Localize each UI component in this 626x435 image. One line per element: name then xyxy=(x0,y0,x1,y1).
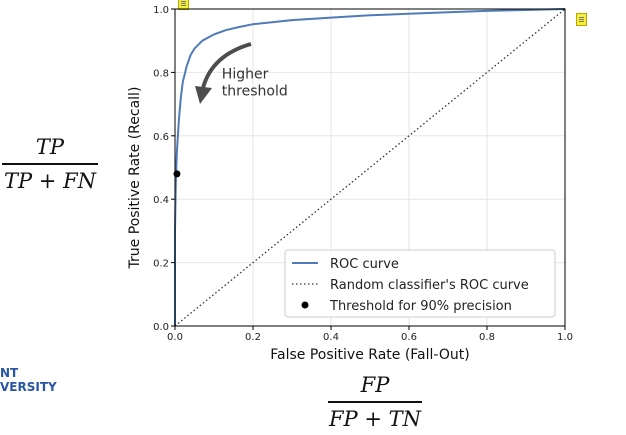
annotation-arrow xyxy=(201,42,252,89)
legend-label: Random classifier's ROC curve xyxy=(330,278,529,293)
logo-line-1: NT xyxy=(0,366,19,380)
tpr-formula: TP TP + FN xyxy=(2,134,98,194)
fpr-fraction-bar xyxy=(328,401,422,403)
annotation-text: Higher xyxy=(222,67,269,83)
logo-line-2: VERSITY xyxy=(0,380,57,394)
y-tick-label: 0.4 xyxy=(153,195,169,206)
legend-label: ROC curve xyxy=(330,257,399,272)
y-axis-label: True Positive Rate (Recall) xyxy=(127,87,143,270)
roc-curve-line xyxy=(174,8,566,326)
y-tick-label: 0.0 xyxy=(153,322,169,333)
legend-box xyxy=(284,249,556,318)
legend: ROC curve Random classifier's ROC curve Th… xyxy=(284,249,556,318)
series-layer xyxy=(174,8,566,327)
x-tick-label: 1.0 xyxy=(557,332,573,343)
note-icon[interactable] xyxy=(576,13,587,26)
y-tick-label: 1.0 xyxy=(153,5,169,16)
university-logo: NT VERSITY xyxy=(0,352,57,394)
x-tick-label: 0.2 xyxy=(245,332,261,343)
legend-label: Threshold for 90% precision xyxy=(329,299,512,314)
x-tick-label: 0.8 xyxy=(479,332,495,343)
legend-marker xyxy=(301,301,309,309)
x-axis-label: False Positive Rate (Fall-Out) xyxy=(270,347,469,363)
y-tick-label: 0.6 xyxy=(153,132,169,143)
plot-frame xyxy=(174,8,566,327)
fpr-formula: FP FP + TN xyxy=(328,372,422,432)
fpr-numerator: FP xyxy=(360,373,390,397)
ticks: 0.0 0.2 0.4 0.6 0.8 1.0 0.0 0.2 0.4 0.6 0.8 1.0 xyxy=(153,5,573,343)
x-tick-label: 0.6 xyxy=(401,332,417,343)
x-tick-label: 0.0 xyxy=(167,332,183,343)
y-tick-label: 0.2 xyxy=(153,259,169,270)
tpr-fraction-bar xyxy=(2,163,98,165)
y-tick-label: 0.8 xyxy=(153,68,169,79)
annotation-arrow-head xyxy=(195,86,212,104)
tpr-numerator: TP xyxy=(35,135,65,159)
tpr-denominator: TP + FN xyxy=(3,168,97,193)
annotation-text: threshold xyxy=(222,84,288,100)
x-tick-label: 0.4 xyxy=(323,332,339,343)
fpr-denominator: FP + TN xyxy=(328,406,422,431)
